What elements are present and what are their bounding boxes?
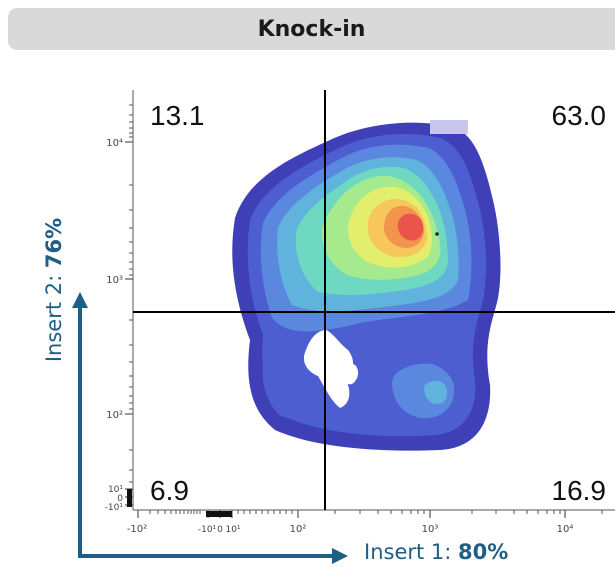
x-axis-negative-band <box>206 511 232 517</box>
x-axis-label: Insert 1: 80% <box>364 540 508 564</box>
density-hole-2 <box>342 363 359 385</box>
quadrant-bottom-right-value: 16.9 <box>552 475 607 506</box>
x-axis-label-prefix: Insert 1: <box>364 540 459 564</box>
y-tick-label: 10⁴ <box>106 138 123 149</box>
lower-right-cluster-mid <box>392 363 455 419</box>
quadrant-top-right-value: 63.0 <box>552 100 607 131</box>
x-tick-label: 10⁴ <box>557 524 574 535</box>
x-axis-minor-ticks <box>149 510 603 514</box>
quadrant-top-left-value: 13.1 <box>150 100 205 131</box>
x-tick-label: -10¹ <box>198 525 217 535</box>
y-axis-negative-band <box>127 489 132 507</box>
y-tick-label: 10³ <box>106 275 123 286</box>
y-arrow-head-icon <box>72 292 88 308</box>
quadrant-bottom-left-value: 6.9 <box>150 475 189 506</box>
corner-notch <box>430 120 468 134</box>
y-tick-label: -10¹ <box>105 503 124 513</box>
y-tick-label: 10² <box>106 410 123 421</box>
y-tick-label: 0 <box>117 494 123 504</box>
lower-right-cluster-inner <box>424 380 448 404</box>
y-axis-label: Insert 2: 76% <box>42 218 66 362</box>
density-peak-dot <box>435 232 439 236</box>
y-tick-label: 10¹ <box>108 485 123 495</box>
y-axis-label-value: 76% <box>42 217 66 269</box>
x-tick-label: 10³ <box>422 524 439 535</box>
density-contours <box>232 120 501 451</box>
x-tick-label: 10¹ <box>225 525 240 535</box>
y-axis-major-ticks <box>125 141 133 506</box>
page-title: Knock-in <box>257 16 366 42</box>
x-axis-label-value: 80% <box>458 540 509 564</box>
y-axis-label-prefix: Insert 2: <box>42 268 66 363</box>
axis-direction-arrow <box>78 302 338 558</box>
contour-level-9 <box>397 213 424 241</box>
title-banner: Knock-in <box>8 8 615 50</box>
x-tick-label: -10² <box>127 524 147 535</box>
x-tick-label: 10² <box>290 524 307 535</box>
x-tick-label: 0 <box>217 525 223 535</box>
x-arrow-head-icon <box>332 548 348 564</box>
x-axis-major-ticks <box>137 510 566 518</box>
density-hole-1 <box>303 330 354 408</box>
y-axis-minor-ticks <box>129 104 133 483</box>
